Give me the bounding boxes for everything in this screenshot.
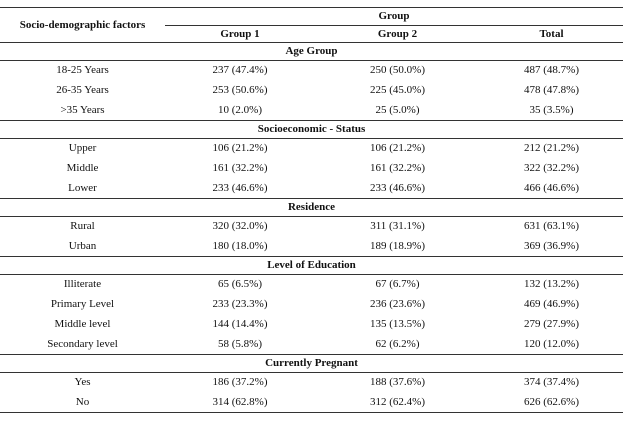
row-label: Middle level [54,318,111,330]
cell-value: 253 (50.6%) [212,84,268,96]
row-label: Rural [70,220,95,232]
rule [0,198,623,199]
row-label: Secondary level [47,338,118,350]
cell-value: 237 (47.4%) [212,64,268,76]
rule [0,7,623,8]
cell-value: 144 (14.4%) [212,318,268,330]
rule [0,216,623,217]
cell-value: 188 (37.6%) [370,376,425,388]
cell-value: 236 (23.6%) [370,298,425,310]
row-label: >35 Years [60,104,105,116]
cell-value: 225 (45.0%) [370,84,425,96]
column-header: Group 2 [377,27,418,40]
cell-value: 189 (18.9%) [370,240,425,252]
row-label: Urban [68,240,97,252]
cell-value: 233 (46.6%) [212,182,268,194]
rule [0,354,623,355]
row-label: 26-35 Years [56,84,109,96]
cell-value: 312 (62.4%) [370,396,425,408]
cell-value: 631 (63.1%) [524,220,579,232]
rule [0,60,623,61]
section-title: Currently Pregnant [265,357,358,369]
cell-value: 233 (46.6%) [370,182,425,194]
data-row: Rural 320 (32.0%) 311 (31.1%) 631 (63.1%) [0,216,623,236]
header-group: Group [378,10,410,22]
data-row: 18-25 Years 237 (47.4%) 250 (50.0%) 487 (48… [0,60,623,80]
cell-value: 233 (23.3%) [212,298,268,310]
data-row: Yes 186 (37.2%) 188 (37.6%) 374 (37.4%) [0,372,623,392]
row-label: Illiterate [63,278,102,290]
cell-value: 120 (12.0%) [524,338,579,350]
cell-value: 25 (5.0%) [375,104,420,116]
cell-value: 212 (21.2%) [524,142,579,154]
cell-value: 279 (27.9%) [524,318,579,330]
cell-value: 161 (32.2%) [212,162,268,174]
section-title: Residence [287,201,336,213]
data-row: Illiterate 65 (6.5%) 67 (6.7%) 132 (13.2%) [0,274,623,294]
header-factor-row: Socio-demographic factors [0,7,623,42]
cell-value: 67 (6.7%) [375,278,420,290]
cell-value: 180 (18.0%) [212,240,268,252]
rule [0,372,623,373]
cell-value: 10 (2.0%) [218,104,262,116]
data-row: Urban 180 (18.0%) 189 (18.9%) 369 (36.9%) [0,236,623,256]
cell-value: 626 (62.6%) [524,396,579,408]
data-row: Lower 233 (46.6%) 233 (46.6%) 466 (46.6%) [0,178,623,198]
data-row: Secondary level 58 (5.8%) 62 (6.2%) 120 (12… [0,334,623,354]
data-row: Middle level 144 (14.4%) 135 (13.5%) 279 (2… [0,314,623,334]
cell-value: 58 (5.8%) [218,338,262,350]
data-row: Middle 161 (32.2%) 161 (32.2%) 322 (32.2%) [0,158,623,178]
cell-value: 311 (31.1%) [370,220,425,232]
row-label: Middle [66,162,99,174]
rule [0,42,623,43]
cell-value: 469 (46.9%) [524,298,579,310]
section-title: Socioeconomic - Status [257,123,366,135]
data-row: Primary Level 233 (23.3%) 236 (23.6%) 469 (… [0,294,623,314]
rule [0,120,623,121]
header-factor: Socio-demographic factors [19,18,146,31]
rule [0,138,623,139]
section-title: Age Group [285,45,338,57]
row-label: Yes [74,376,91,388]
section-title: Level of Education [267,259,356,271]
header-columns: Group 1 Group 2 Total [0,25,623,42]
cell-value: 322 (32.2%) [524,162,579,174]
cell-value: 106 (21.2%) [370,142,425,154]
data-row: 26-35 Years 253 (50.6%) 225 (45.0%) 478 (47… [0,80,623,100]
cell-value: 35 (3.5%) [529,104,574,116]
rule [0,274,623,275]
cell-value: 487 (48.7%) [524,64,579,76]
row-label: Primary Level [50,298,115,310]
data-row: No 314 (62.8%) 312 (62.4%) 626 (62.6%) [0,392,623,412]
cell-value: 106 (21.2%) [212,142,268,154]
rule [0,412,623,413]
cell-value: 161 (32.2%) [370,162,425,174]
row-label: Lower [68,182,97,194]
cell-value: 132 (13.2%) [524,278,579,290]
rule [0,256,623,257]
cell-value: 186 (37.2%) [212,376,268,388]
cell-value: 369 (36.9%) [524,240,579,252]
rule [165,25,623,26]
row-label: No [75,396,90,408]
column-header: Total [539,27,564,40]
row-label: 18-25 Years [56,64,109,76]
data-row: Upper 106 (21.2%) 106 (21.2%) 212 (21.2%) [0,138,623,158]
column-header: Group 1 [220,27,260,40]
data-row: >35 Years 10 (2.0%) 25 (5.0%) 35 (3.5%) [0,100,623,120]
cell-value: 466 (46.6%) [524,182,579,194]
cell-value: 135 (13.5%) [370,318,425,330]
cell-value: 65 (6.5%) [218,278,262,290]
cell-value: 374 (37.4%) [524,376,579,388]
row-label: Upper [68,142,97,154]
cell-value: 62 (6.2%) [375,338,420,350]
cell-value: 314 (62.8%) [212,396,268,408]
cell-value: 478 (47.8%) [524,84,579,96]
cell-value: 250 (50.0%) [370,64,425,76]
cell-value: 320 (32.0%) [212,220,268,232]
